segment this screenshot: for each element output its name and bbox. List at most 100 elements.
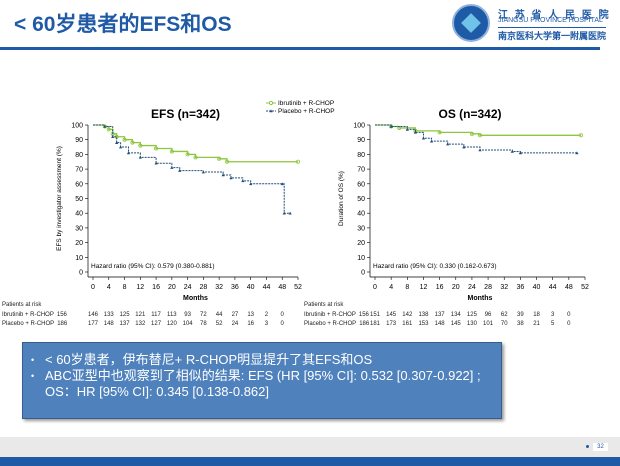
legend-label: Placebo + R-CHOP	[278, 108, 335, 115]
censor-mark	[578, 133, 583, 138]
censor-mark	[469, 131, 474, 136]
censor-mark	[429, 139, 434, 143]
x-tick-label: 8	[123, 284, 127, 291]
y-tick-label: 70	[75, 167, 83, 174]
censor-mark	[126, 151, 131, 155]
summary-box: < 60岁患者，伊布替尼+ R-CHOP明显提升了其EFS和OS ABC亚型中也…	[22, 342, 502, 419]
y-axis-label: Duration of OS (%)	[338, 171, 345, 226]
km-curve-ibrutinib	[375, 124, 581, 136]
hospital-seal-icon	[452, 4, 490, 42]
efs-risk-table: Patients at risk Ibrutinib + R-CHOP 156 146…	[2, 302, 302, 331]
risk-value: 130	[466, 321, 477, 327]
risk-value: 161	[402, 321, 413, 327]
km-curve-ibrutinib	[93, 124, 298, 163]
risk-value: 142	[402, 311, 413, 318]
censor-mark	[111, 135, 115, 139]
censor-mark	[201, 170, 205, 174]
summary-bullet: < 60岁患者，伊布替尼+ R-CHOP明显提升了其EFS和OS	[31, 352, 491, 368]
y-tick-label: 30	[75, 225, 83, 232]
censor-mark	[478, 148, 482, 152]
censor-mark	[241, 179, 245, 183]
risk-value: 0	[280, 311, 284, 318]
km-curve-placebo	[93, 124, 291, 214]
y-tick-label: 100	[71, 123, 83, 130]
risk-row-n: 186	[57, 321, 68, 327]
y-tick-label: 90	[357, 137, 365, 144]
x-tick-label: 24	[468, 284, 476, 291]
x-axis-label: Months	[468, 295, 493, 302]
risk-value: 70	[500, 321, 508, 327]
x-tick-label: 0	[373, 284, 377, 291]
page-title: < 60岁患者的EFS和OS	[14, 13, 232, 36]
risk-table-row: Ibrutinib + R-CHOP 156 146 133 125 121 117 113 9…	[2, 312, 302, 322]
risk-row-label: Placebo + R-CHOP	[304, 321, 357, 327]
x-tick-label: 12	[136, 284, 144, 291]
risk-value: 133	[103, 311, 114, 318]
risk-value: 146	[87, 311, 99, 318]
censor-mark	[510, 149, 514, 153]
y-tick-label: 50	[75, 196, 83, 203]
censor-mark	[193, 155, 198, 160]
censor-mark	[170, 166, 174, 169]
y-tick-label: 0	[361, 270, 365, 277]
x-tick-label: 8	[405, 284, 409, 291]
risk-value: 148	[103, 321, 114, 327]
censor-mark	[446, 142, 450, 146]
y-tick-label: 20	[357, 240, 365, 247]
censor-mark	[437, 130, 442, 135]
risk-value: 104	[182, 321, 193, 327]
risk-value: 27	[231, 311, 239, 318]
censor-mark	[130, 140, 135, 145]
logo-cn2: 南京医科大学第一附属医院	[498, 27, 607, 42]
logo-cn: 江 苏 省 人 民 医 院	[498, 10, 611, 21]
chart-title: OS (n=342)	[438, 107, 501, 121]
risk-value: 181	[369, 321, 381, 327]
risk-value: 137	[119, 321, 130, 327]
risk-value: 44	[215, 311, 223, 318]
risk-value: 0	[567, 311, 571, 318]
x-tick-label: 40	[533, 284, 541, 291]
page-number-text: 32	[593, 443, 608, 451]
risk-value: 96	[484, 311, 492, 318]
x-tick-label: 28	[199, 284, 207, 291]
risk-table-row: Ibrutinib + R-CHOP 156 151 145 142 138 137 134 1…	[304, 312, 604, 322]
risk-value: 151	[369, 311, 381, 318]
x-tick-label: 24	[184, 284, 192, 291]
risk-value: 177	[87, 321, 99, 327]
x-tick-label: 28	[484, 284, 492, 291]
censor-mark	[221, 173, 225, 177]
censor-mark	[295, 159, 300, 164]
risk-value: 127	[151, 321, 162, 327]
y-axis-label: EFS by investigator assessment (%)	[56, 146, 63, 251]
y-tick-label: 40	[75, 211, 83, 218]
y-tick-label: 80	[75, 152, 83, 159]
x-tick-label: 12	[420, 284, 428, 291]
x-tick-label: 44	[263, 284, 271, 291]
risk-value: 13	[247, 311, 255, 318]
y-tick-label: 10	[75, 255, 83, 262]
logo-en: JIANGSU PROVINCE HOSPITAL	[498, 17, 603, 24]
censor-mark	[103, 124, 107, 128]
x-tick-label: 20	[452, 284, 460, 291]
risk-value: 3	[551, 311, 555, 318]
risk-value: 0	[567, 321, 571, 327]
risk-value: 21	[533, 321, 540, 327]
risk-value: 3	[264, 321, 269, 327]
risk-value: 125	[119, 311, 130, 318]
risk-value: 62	[500, 311, 508, 318]
censor-mark	[118, 145, 123, 149]
risk-value: 148	[434, 321, 445, 327]
x-tick-label: 32	[500, 284, 508, 291]
os-risk-table: Patients at risk Ibrutinib + R-CHOP 156 151…	[304, 302, 604, 331]
censor-mark	[477, 133, 482, 138]
risk-value: 16	[247, 321, 255, 327]
risk-value: 137	[434, 311, 445, 318]
censor-mark	[229, 176, 233, 180]
censor-mark	[138, 143, 143, 148]
y-tick-label: 40	[357, 211, 365, 218]
x-tick-label: 4	[107, 284, 111, 291]
y-tick-label: 10	[357, 255, 365, 262]
y-tick-label: 100	[353, 123, 365, 130]
